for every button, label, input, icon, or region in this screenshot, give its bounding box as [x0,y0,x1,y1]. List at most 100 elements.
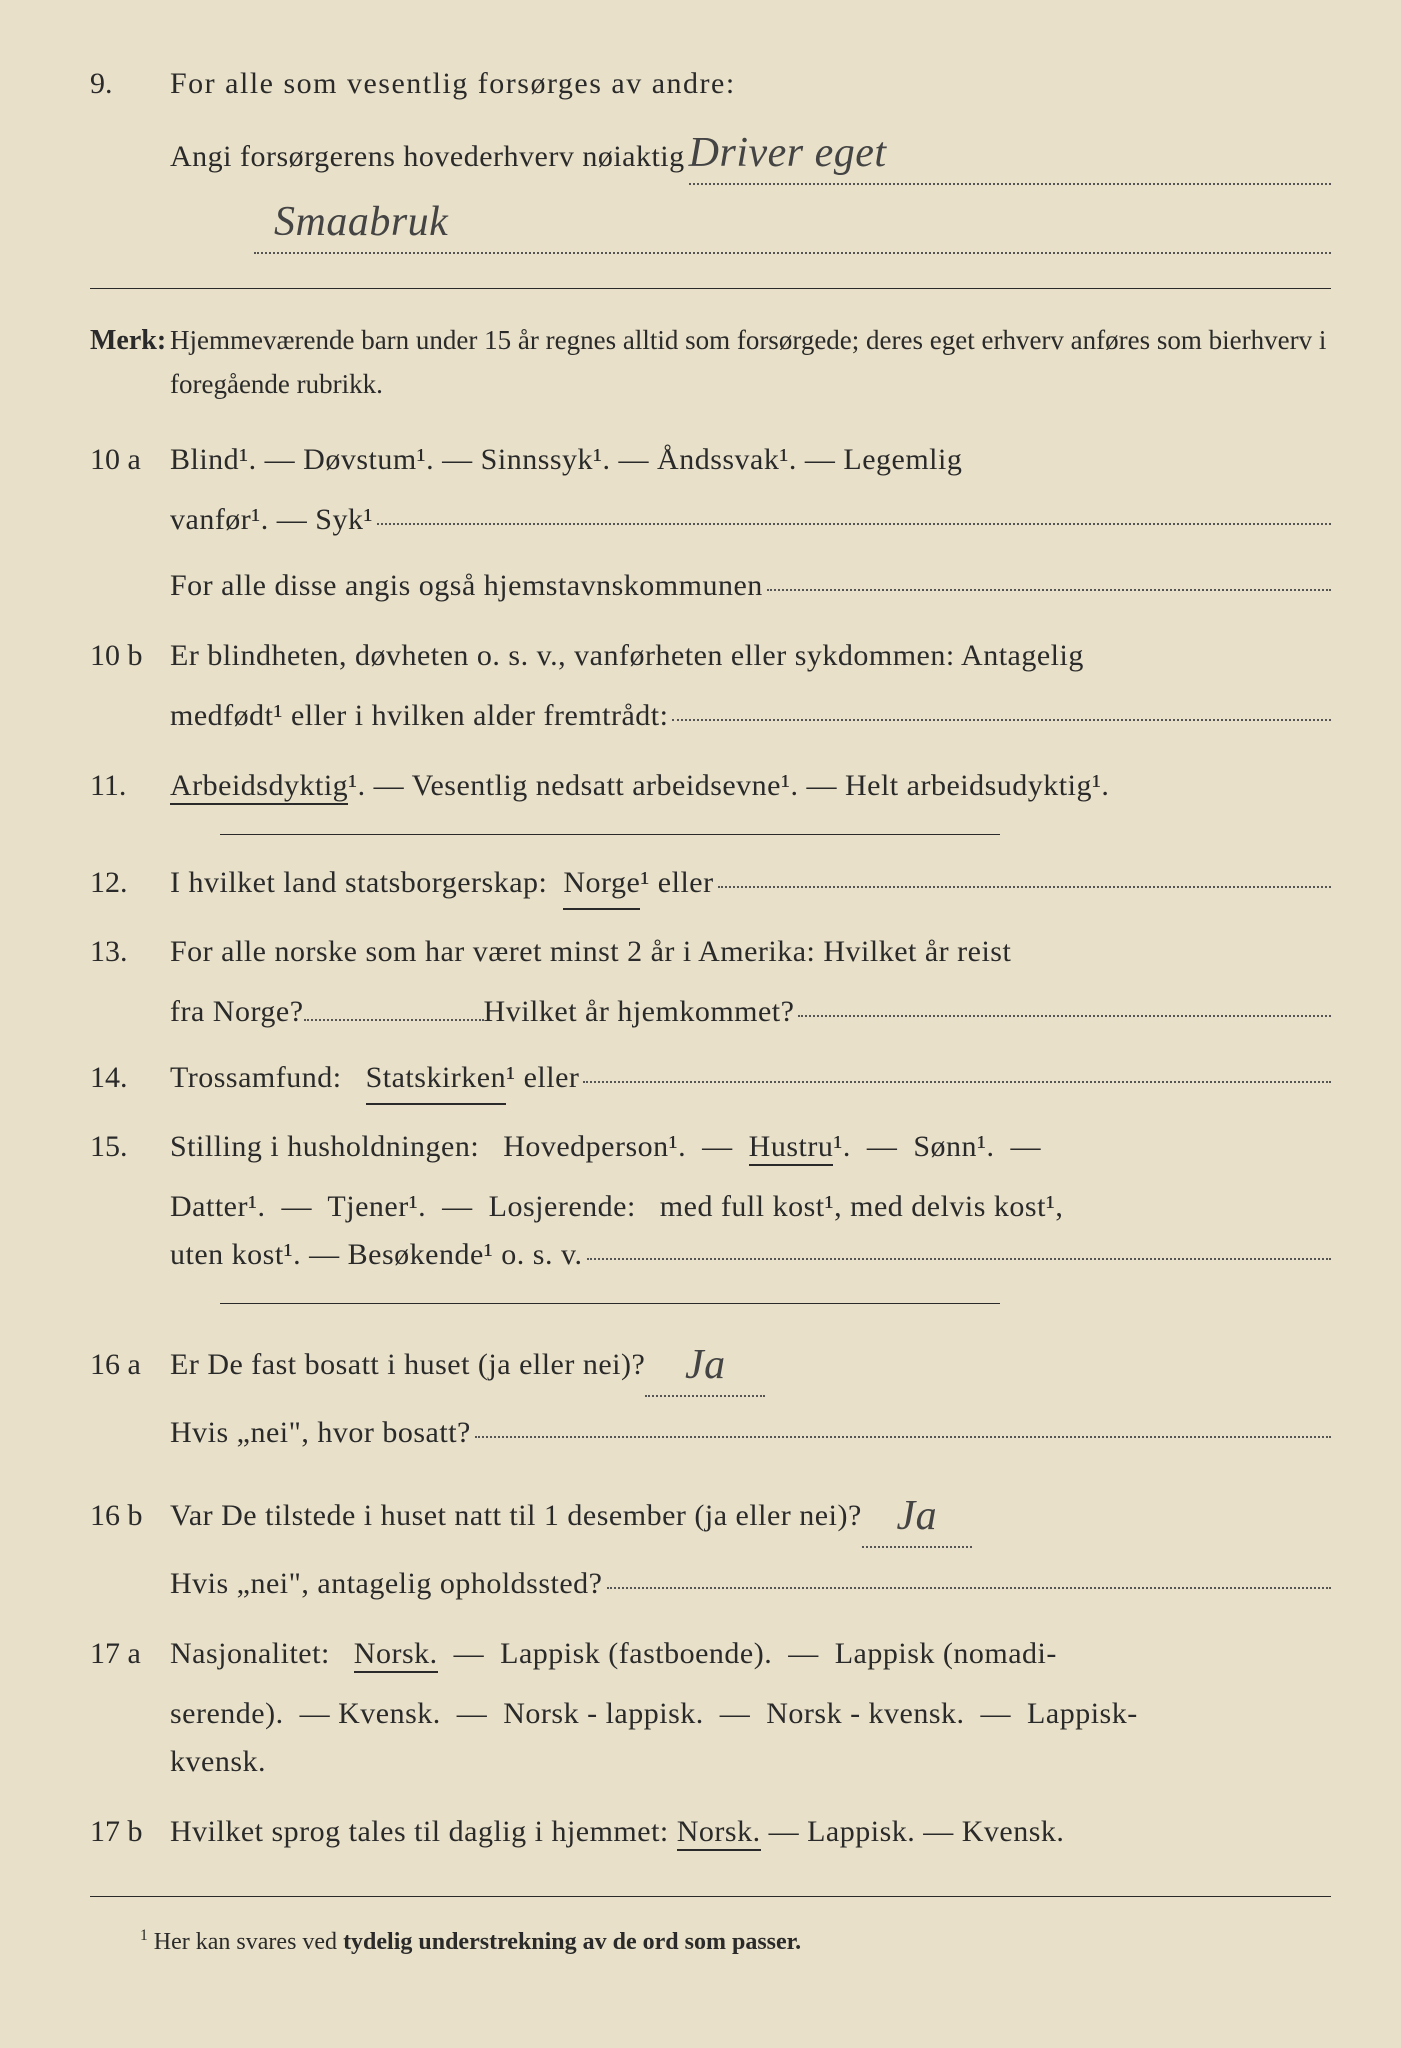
q15-fill [587,1258,1331,1260]
q11-content: Arbeidsdyktig¹. — Vesentlig nedsatt arbe… [170,762,1331,810]
q16b-row1: 16 b Var De tilstede i huset natt til 1 … [90,1479,1331,1548]
q12-suffix: ¹ eller [640,859,713,907]
q15-suffix: ¹. — Sønn¹. — [833,1130,1041,1163]
q16b-row2: Hvis „nei", antagelig opholdssted? [170,1560,1331,1608]
q14-number: 14. [90,1054,170,1102]
q16a-number: 16 a [90,1341,170,1389]
q9-row1: 9. For alle som vesentlig forsørges av a… [90,60,1331,108]
q15-content: Stilling i husholdningen: Hovedperson¹. … [170,1123,1331,1171]
q13-line2a: fra Norge? [170,988,304,1036]
q9-line1: For alle som vesentlig forsørges av andr… [170,60,1331,108]
q11-number: 11. [90,762,170,810]
q17a-row3: kvensk. [170,1738,1331,1786]
divider-4 [90,1896,1331,1897]
q9-fill1: Driver eget [689,116,1331,185]
q9-hand2: Smaabruk [254,199,448,245]
q16b-line1: Var De tilstede i huset natt til 1 desem… [170,1492,862,1540]
q16a-line1: Er De fast bosatt i huset (ja eller nei)… [170,1341,645,1389]
q14-underlined: Statskirken [366,1054,507,1105]
q9-fill2: Smaabruk [254,185,1331,254]
q17b-prefix: Hvilket sprog tales til daglig i hjemmet… [170,1815,677,1848]
q10b-number: 10 b [90,632,170,680]
q10a-row2: vanfør¹. — Syk¹ [170,496,1331,544]
q16b-fill2 [607,1587,1332,1589]
q10a-line1: Blind¹. — Døvstum¹. — Sinnssyk¹. — Åndss… [170,436,1331,484]
q17a-prefix: Nasjonalitet: [170,1637,354,1670]
q16a-fill1: Ja [645,1328,765,1397]
q11-rest: ¹. — Vesentlig nedsatt arbeidsevne¹. — H… [348,769,1109,802]
document-page: 9. For alle som vesentlig forsørges av a… [0,0,1401,2048]
divider-2 [220,834,1000,835]
q16b-hand: Ja [896,1493,937,1539]
q16a-line2: Hvis „nei", hvor bosatt? [170,1409,471,1457]
q14-row: 14. Trossamfund: Statskirken ¹ eller [90,1054,1331,1105]
q17a-number: 17 a [90,1630,170,1678]
q13-line1: For alle norske som har været minst 2 år… [170,928,1331,976]
q10a-line3: For alle disse angis også hjemstavnskomm… [170,562,763,610]
q16a-row1: 16 a Er De fast bosatt i huset (ja eller… [90,1328,1331,1397]
q12-underlined: Norge [563,859,640,910]
q10b-line2: medfødt¹ eller i hvilken alder fremtrådt… [170,692,668,740]
q9-hand1: Driver eget [689,130,887,176]
q9-line2-text: Angi forsørgerens hovederhverv nøiaktig [170,133,685,181]
merk-label: Merk: [90,319,170,364]
q17a-row1: 17 a Nasjonalitet: Norsk. — Lappisk (fas… [90,1630,1331,1678]
q16b-fill1: Ja [862,1479,972,1548]
q12-fill [718,886,1331,888]
q17a-row2: serende). — Kvensk. — Norsk - lappisk. —… [170,1690,1331,1738]
q17b-row: 17 b Hvilket sprog tales til daglig i hj… [90,1808,1331,1856]
q16a-fill2 [475,1436,1331,1438]
divider-3 [220,1303,1000,1304]
q17a-content: Nasjonalitet: Norsk. — Lappisk (fastboen… [170,1630,1331,1678]
q15-row3: uten kost¹. — Besøkende¹ o. s. v. [170,1231,1331,1279]
q13-line2b: Hvilket år hjemkommet? [484,988,795,1036]
q17b-content: Hvilket sprog tales til daglig i hjemmet… [170,1808,1331,1856]
q16a-row2: Hvis „nei", hvor bosatt? [170,1409,1331,1457]
merk-text: Hjemmeværende barn under 15 år regnes al… [170,319,1331,405]
q15-underlined: Hustru [749,1130,834,1166]
q12-row: 12. I hvilket land statsborgerskap: Norg… [90,859,1331,910]
q10a-row1: 10 a Blind¹. — Døvstum¹. — Sinnssyk¹. — … [90,436,1331,484]
q16b-number: 16 b [90,1492,170,1540]
q13-number: 13. [90,928,170,976]
q15-row1: 15. Stilling i husholdningen: Hovedperso… [90,1123,1331,1171]
merk-row: Merk: Hjemmeværende barn under 15 år reg… [90,319,1331,405]
q12-number: 12. [90,859,170,907]
q13-row2: fra Norge? Hvilket år hjemkommet? [170,988,1331,1036]
q14-prefix: Trossamfund: [170,1054,366,1102]
q10a-line2: vanfør¹. — Syk¹ [170,496,373,544]
q15-number: 15. [90,1123,170,1171]
q17a-suffix: — Lappisk (fastboende). — Lappisk (nomad… [438,1637,1057,1670]
footnote-text-b: tydelig understrekning av de ord som pas… [343,1929,801,1955]
q12-prefix: I hvilket land statsborgerskap: [170,859,563,907]
q9-row2: Angi forsørgerens hovederhverv nøiaktig … [170,120,1331,189]
q9-number: 9. [90,60,170,108]
q10b-row1: 10 b Er blindheten, døvheten o. s. v., v… [90,632,1331,680]
q12-content: I hvilket land statsborgerskap: Norge ¹ … [170,859,1331,910]
q16b-content: Var De tilstede i huset natt til 1 desem… [170,1479,1331,1548]
q11-row: 11. Arbeidsdyktig¹. — Vesentlig nedsatt … [90,762,1331,810]
q10a-number: 10 a [90,436,170,484]
q10b-fill [672,719,1331,721]
q14-content: Trossamfund: Statskirken ¹ eller [170,1054,1331,1105]
footnote: 1 Her kan svares ved tydelig understrekn… [90,1927,1331,1956]
q15-prefix: Stilling i husholdningen: Hovedperson¹. … [170,1130,749,1163]
q10b-row2: medfødt¹ eller i hvilken alder fremtrådt… [170,692,1331,740]
q16a-content: Er De fast bosatt i huset (ja eller nei)… [170,1328,1331,1397]
q17a-underlined: Norsk. [354,1637,438,1673]
q10a-row3: For alle disse angis også hjemstavnskomm… [170,562,1331,610]
q13-row1: 13. For alle norske som har været minst … [90,928,1331,976]
q11-underlined: Arbeidsdyktig [170,769,348,805]
q17b-underlined: Norsk. [677,1815,761,1851]
q14-suffix: ¹ eller [506,1054,579,1102]
footnote-text-a: Her kan svares ved [154,1929,343,1955]
q15-row2: Datter¹. — Tjener¹. — Losjerende: med fu… [170,1183,1331,1231]
q10a-fill1 [377,523,1331,525]
q15-line3: uten kost¹. — Besøkende¹ o. s. v. [170,1231,583,1279]
q14-fill [583,1081,1331,1083]
q13-fill1 [304,1019,484,1021]
q13-fill2 [798,1015,1331,1017]
q10a-fill2 [767,589,1331,591]
q17b-number: 17 b [90,1808,170,1856]
q10b-line1: Er blindheten, døvheten o. s. v., vanfør… [170,632,1331,680]
